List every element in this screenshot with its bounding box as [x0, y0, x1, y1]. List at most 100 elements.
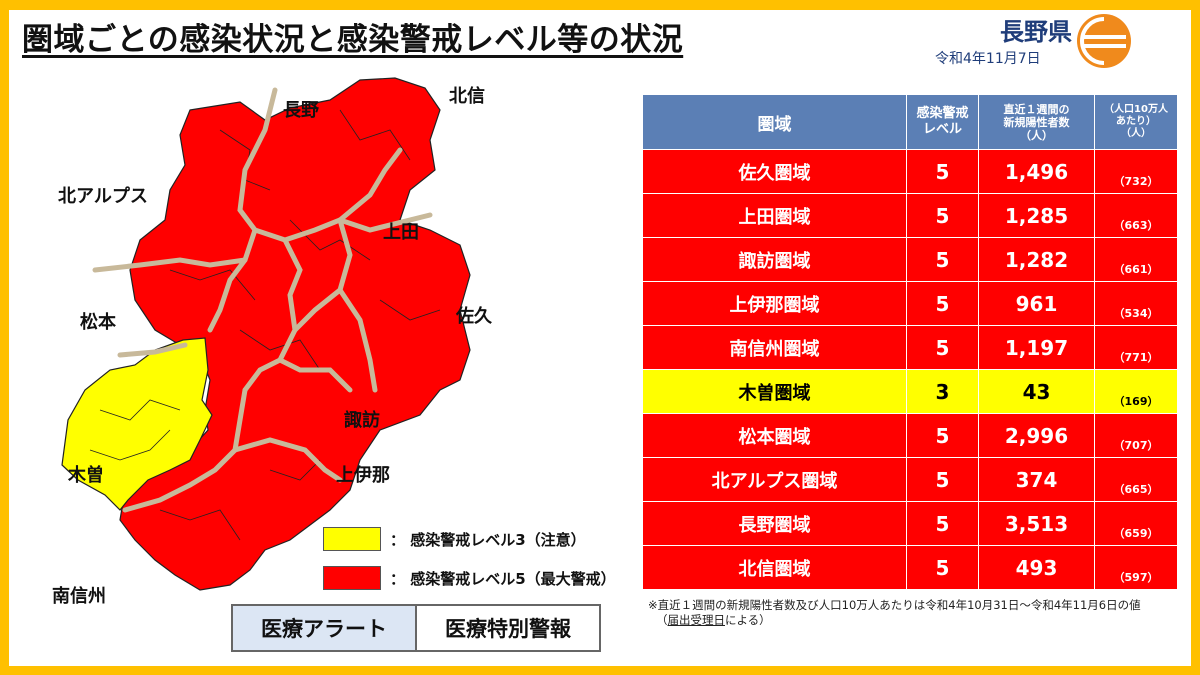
cell-per100k: （661） [1094, 237, 1178, 282]
cell-level: 5 [906, 501, 979, 546]
cell-per100k-value: （663） [1113, 219, 1159, 232]
cell-per100k: （707） [1094, 413, 1178, 458]
map-label-suwa: 諏訪 [344, 410, 380, 431]
cell-cases: 3,513 [978, 501, 1095, 546]
medical-alert-label: 医療アラート [233, 606, 417, 650]
cell-area: 諏訪圏域 [642, 237, 907, 282]
cell-per100k: （663） [1094, 193, 1178, 238]
cell-level: 5 [906, 413, 979, 458]
region-map [61, 77, 471, 591]
map-label-kamiina: 上伊那 [336, 465, 390, 486]
map-label-saku: 佐久 [456, 306, 492, 327]
cell-per100k-value: （665） [1113, 483, 1159, 496]
prefecture-logo-icon [1077, 14, 1131, 68]
footnote-line2: （届出受理日による） [648, 613, 1141, 628]
footnote: ※直近１週間の新規陽性者数及び人口10万人あたりは令和4年10月31日～令和4年… [648, 598, 1141, 628]
cell-cases: 1,197 [978, 325, 1095, 370]
cell-per100k: （771） [1094, 325, 1178, 370]
header-level: 感染警戒 レベル [906, 94, 979, 150]
cell-per100k-value: （732） [1113, 175, 1159, 188]
cell-cases: 2,996 [978, 413, 1095, 458]
map-level3-area [61, 337, 213, 511]
map-label-hokushin: 北信 [449, 86, 485, 107]
cell-per100k: （665） [1094, 457, 1178, 502]
table-row: 長野圏域 5 3,513 （659） [642, 501, 1178, 546]
table-row: 上田圏域 5 1,285 （663） [642, 193, 1178, 238]
cell-per100k-value: （597） [1113, 571, 1159, 584]
cell-per100k-value: （771） [1113, 351, 1159, 364]
cell-area: 佐久圏域 [642, 149, 907, 194]
cell-cases: 43 [978, 369, 1095, 414]
cell-level: 5 [906, 325, 979, 370]
header-area: 圏域 [642, 94, 907, 150]
map-label-nagano: 長野 [283, 100, 319, 121]
cell-cases: 374 [978, 457, 1095, 502]
table-row: 木曽圏域 3 43 （169） [642, 369, 1178, 414]
cell-cases: 1,496 [978, 149, 1095, 194]
cell-per100k-value: （169） [1113, 395, 1159, 408]
header-cases-line2: 新規陽性者数 [1003, 115, 1070, 129]
header-per-line1: （人口10万人 [1104, 104, 1168, 115]
prefecture-name: 長野県 [1000, 18, 1072, 46]
cell-per100k-value: （534） [1113, 307, 1159, 320]
cell-per100k-value: （661） [1113, 263, 1159, 276]
map-label-kiso: 木曽 [68, 465, 104, 486]
table-row: 諏訪圏域 5 1,282 （661） [642, 237, 1178, 282]
map-label-kita-alps: 北アルプス [58, 186, 148, 207]
region-status-table: 圏域 感染警戒 レベル 直近１週間の 新規陽性者数 （人） （人口10万人 あた… [642, 94, 1178, 590]
table-row: 北アルプス圏域 5 374 （665） [642, 457, 1178, 502]
table-row: 北信圏域 5 493 （597） [642, 545, 1178, 590]
cell-level: 3 [906, 369, 979, 414]
map-label-minamishinshu: 南信州 [52, 586, 106, 607]
header-per100k: （人口10万人 あたり） （人） [1094, 94, 1178, 150]
cell-cases: 961 [978, 281, 1095, 326]
cell-area: 木曽圏域 [642, 369, 907, 414]
map-label-ueda: 上田 [383, 222, 419, 243]
cell-level: 5 [906, 237, 979, 282]
cell-level: 5 [906, 149, 979, 194]
page-title: 圏域ごとの感染状況と感染警戒レベル等の状況 [22, 22, 684, 58]
footnote-close: による） [725, 613, 771, 627]
cell-level: 5 [906, 545, 979, 590]
cell-area: 北信圏域 [642, 545, 907, 590]
cell-cases: 1,285 [978, 193, 1095, 238]
header-level-line1: 感染警戒 [916, 106, 969, 121]
header-cases: 直近１週間の 新規陽性者数 （人） [978, 94, 1095, 150]
table-row: 佐久圏域 5 1,496 （732） [642, 149, 1178, 194]
cell-cases: 1,282 [978, 237, 1095, 282]
footnote-open-paren: （ [656, 613, 668, 627]
map-label-matsumoto: 松本 [80, 312, 116, 333]
cell-level: 5 [906, 281, 979, 326]
header-level-line2: レベル [922, 122, 962, 137]
map-region-borders [92, 87, 433, 513]
cell-per100k: （732） [1094, 149, 1178, 194]
legend-text-level5: ： 感染警戒レベル5（最大警戒） [390, 570, 616, 588]
cell-cases: 493 [978, 545, 1095, 590]
header-cases-line1: 直近１週間の [1003, 102, 1070, 116]
table-header-row: 圏域 感染警戒 レベル 直近１週間の 新規陽性者数 （人） （人口10万人 あた… [642, 94, 1178, 150]
cell-area: 北アルプス圏域 [642, 457, 907, 502]
cell-per100k-value: （707） [1113, 439, 1159, 452]
cell-level: 5 [906, 193, 979, 238]
legend-swatch-level3 [323, 527, 381, 551]
cell-per100k: （169） [1094, 369, 1178, 414]
cell-area: 長野圏域 [642, 501, 907, 546]
legend-swatch-level5 [323, 566, 381, 590]
cell-per100k-value: （659） [1113, 527, 1159, 540]
cell-per100k: （597） [1094, 545, 1178, 590]
cell-area: 上伊那圏域 [642, 281, 907, 326]
cell-area: 松本圏域 [642, 413, 907, 458]
footnote-receipt-date: 届出受理日 [667, 613, 726, 627]
table-row: 上伊那圏域 5 961 （534） [642, 281, 1178, 326]
cell-level: 5 [906, 457, 979, 502]
cell-area: 南信州圏域 [642, 325, 907, 370]
cell-per100k: （534） [1094, 281, 1178, 326]
legend-text-level3: ： 感染警戒レベル3（注意） [390, 531, 586, 549]
table-row: 南信州圏域 5 1,197 （771） [642, 325, 1178, 370]
report-date: 令和4年11月7日 [935, 51, 1041, 67]
footnote-line1: ※直近１週間の新規陽性者数及び人口10万人あたりは令和4年10月31日～令和4年… [648, 598, 1141, 612]
medical-alert-box: 医療アラート 医療特別警報 [231, 604, 601, 652]
table-row: 松本圏域 5 2,996 （707） [642, 413, 1178, 458]
header-cases-line3: （人） [1020, 128, 1053, 142]
medical-special-warning-label: 医療特別警報 [417, 606, 599, 650]
